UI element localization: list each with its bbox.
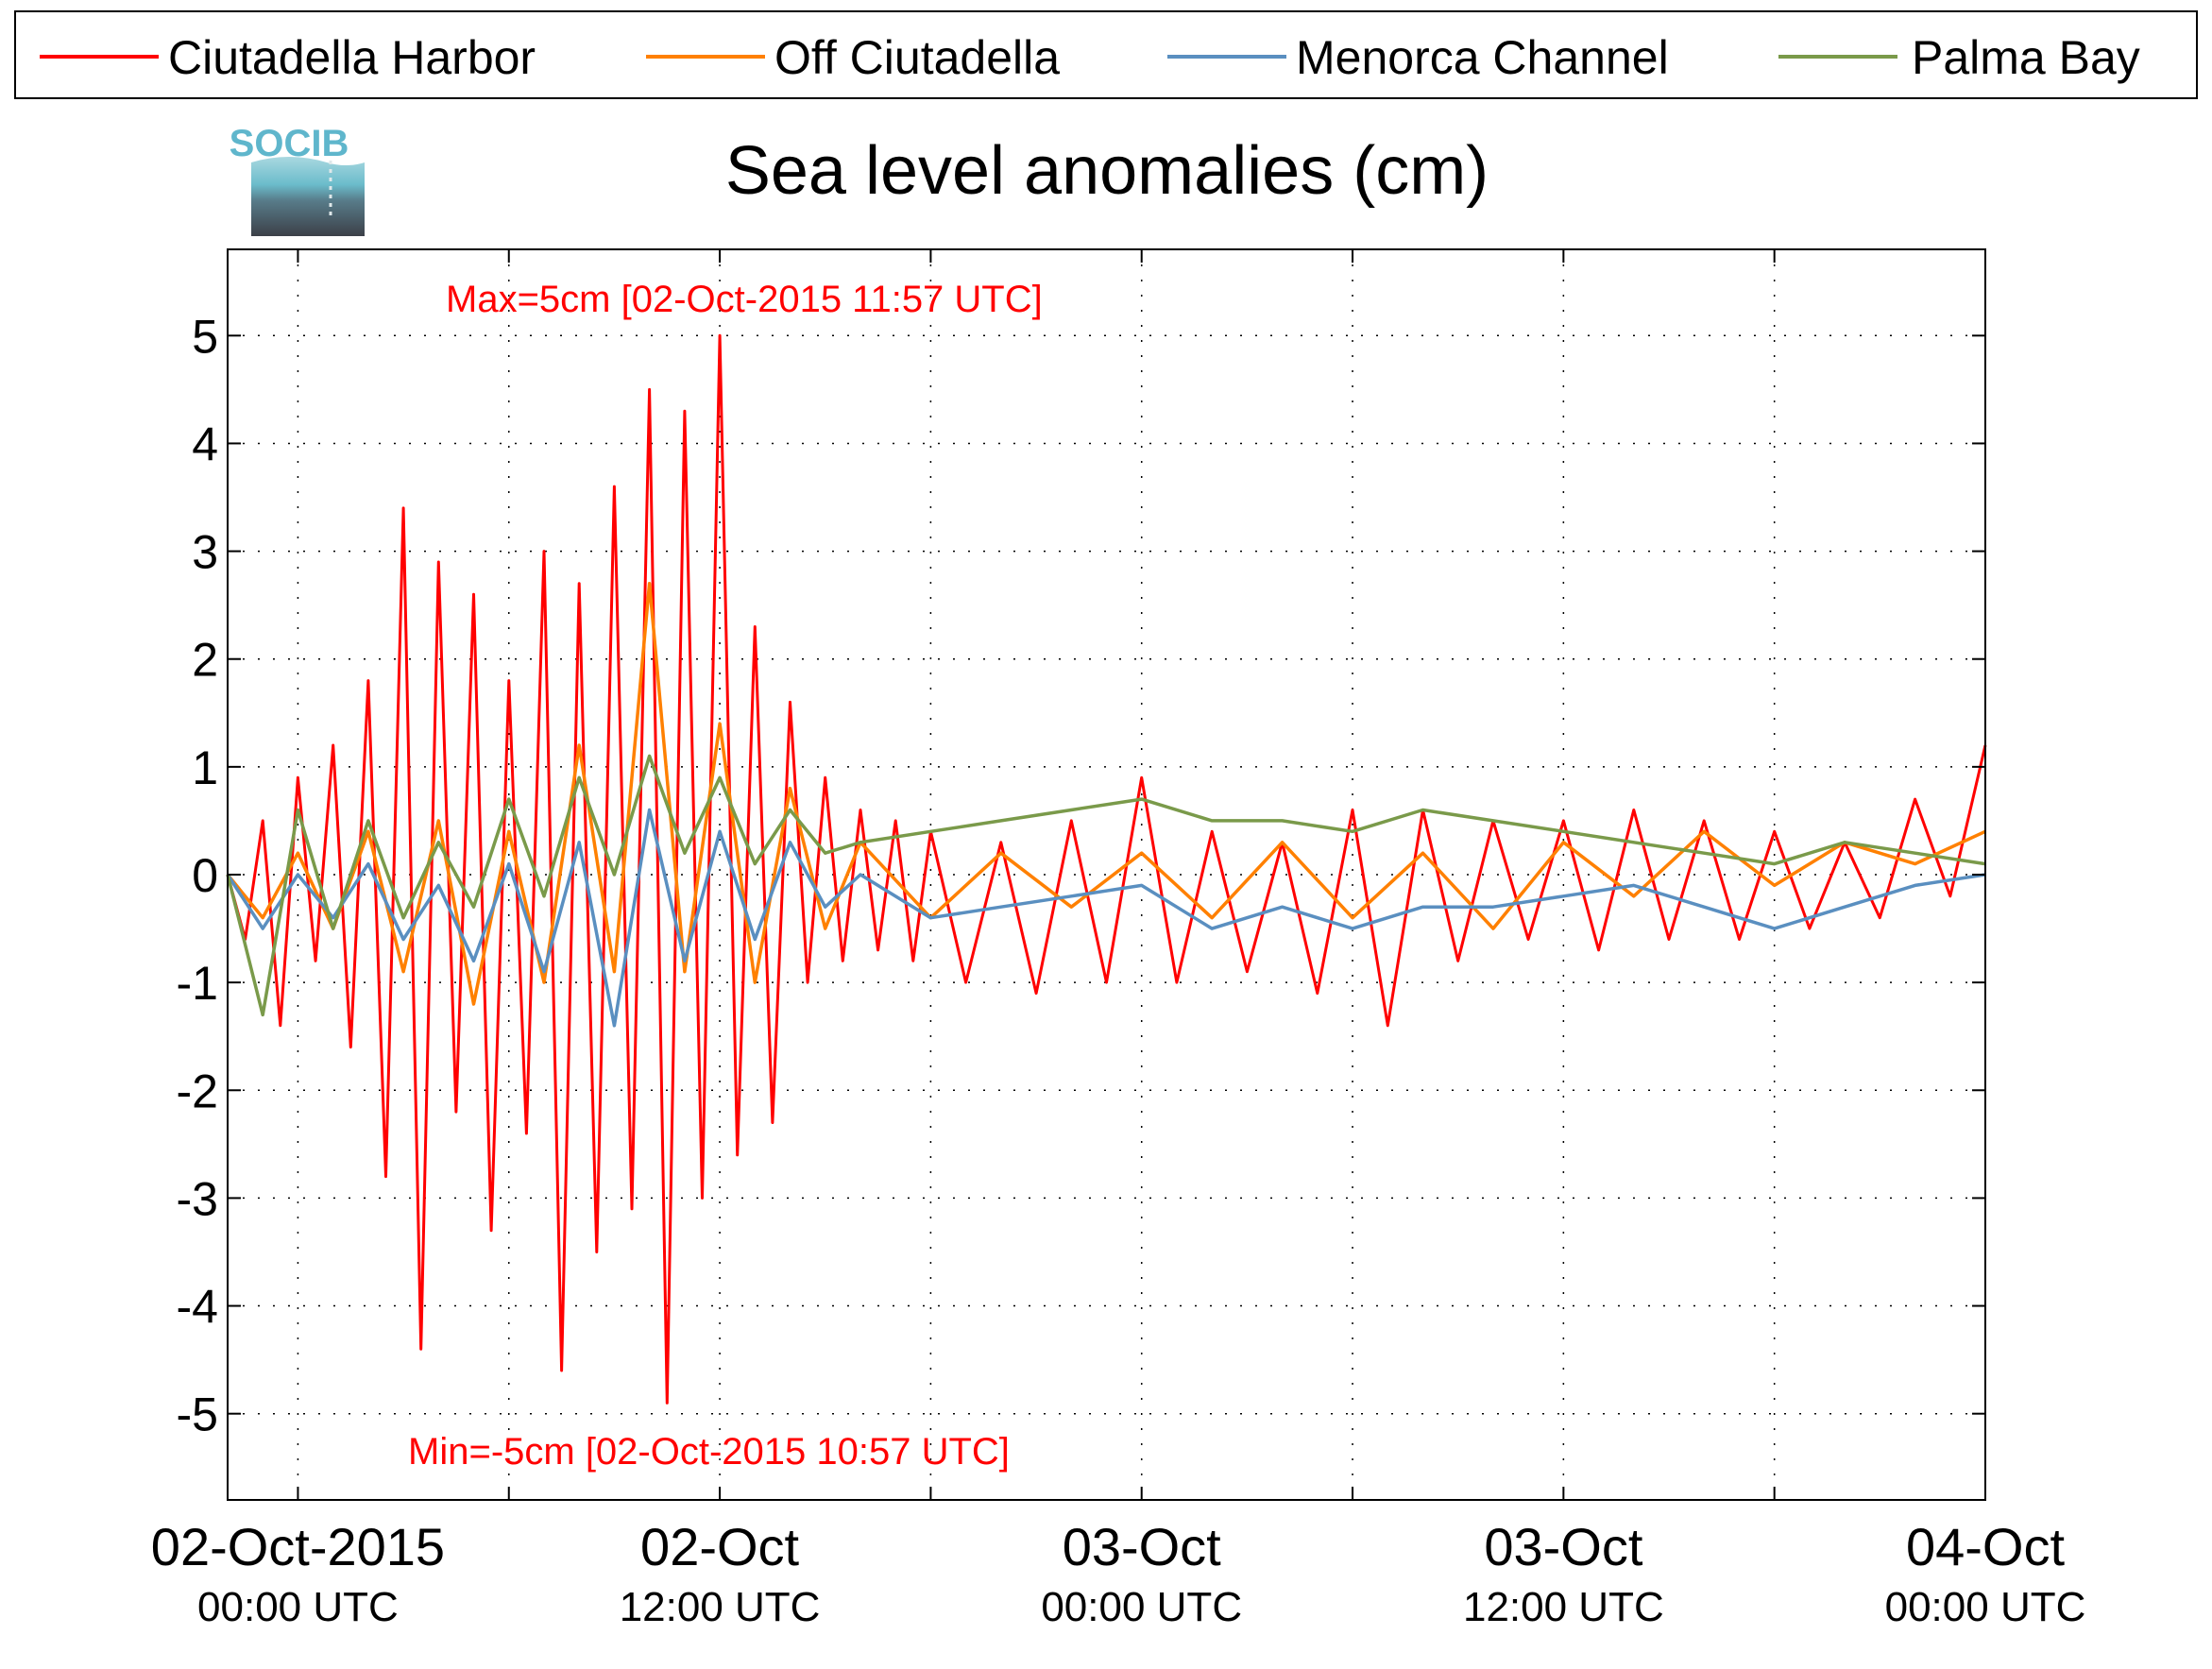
y-tick-label: 5 [192, 310, 218, 363]
x-tick-label: 02-Oct [640, 1517, 799, 1576]
y-tick-label: -5 [177, 1388, 218, 1441]
y-tick-label: 1 [192, 741, 218, 794]
x-tick-sublabel: 00:00 UTC [1885, 1584, 2086, 1630]
y-tick-label: 3 [192, 526, 218, 579]
x-tick-label: 03-Oct [1484, 1517, 1642, 1576]
y-tick-label: -1 [177, 957, 218, 1010]
x-tick-labels: 02-Oct-2015 00:00 UTC 02-Oct 12:00 UTC 03-Oc… [151, 1517, 2086, 1630]
ciutadella-harbor-line [226, 333, 1987, 1405]
legend-label-ciutadella-harbor: Ciutadella Harbor [168, 31, 536, 84]
y-tick-label: 2 [192, 634, 218, 687]
legend: Ciutadella Harbor Off Ciutadella Menorca… [14, 10, 2198, 99]
x-tick-sublabel: 12:00 UTC [620, 1584, 821, 1630]
palma-bay-line [226, 754, 1986, 1017]
x-tick-sublabel: 00:00 UTC [1041, 1584, 1242, 1630]
min-annotation: Min=-5cm [02-Oct-2015 10:57 UTC] [408, 1431, 1010, 1473]
axis-ticks [228, 249, 1986, 1500]
chart-title: Sea level anomalies (cm) [725, 133, 1489, 209]
plot-area [226, 248, 1987, 1501]
socib-logo: SOCIB [230, 123, 365, 236]
x-tick-label: 02-Oct-2015 [151, 1517, 445, 1576]
y-tick-labels: 5 4 3 2 1 0 -1 -2 -3 -4 -5 [177, 310, 218, 1440]
y-tick-label: -2 [177, 1064, 218, 1117]
max-annotation: Max=5cm [02-Oct-2015 11:57 UTC] [446, 279, 1043, 320]
menorca-channel-line [226, 808, 1986, 1028]
legend-label-palma-bay: Palma Bay [1912, 31, 2140, 84]
y-tick-label: 4 [192, 417, 218, 470]
series-lines [226, 333, 1987, 1405]
y-tick-label: -3 [177, 1172, 218, 1225]
legend-label-menorca-channel: Menorca Channel [1296, 31, 1669, 84]
x-tick-sublabel: 12:00 UTC [1463, 1584, 1664, 1630]
legend-label-off-ciutadella: Off Ciutadella [774, 31, 1060, 84]
x-tick-sublabel: 00:00 UTC [197, 1584, 399, 1630]
plot-frame [227, 248, 1986, 1501]
x-tick-label: 03-Oct [1063, 1517, 1221, 1576]
x-tick-label: 04-Oct [1906, 1517, 2065, 1576]
y-tick-label: 0 [192, 849, 218, 902]
y-tick-label: -4 [177, 1281, 218, 1334]
